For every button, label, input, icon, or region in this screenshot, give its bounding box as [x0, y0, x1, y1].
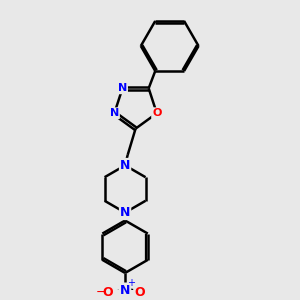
Text: +: + [127, 278, 135, 288]
Text: N: N [120, 206, 130, 219]
Text: O: O [134, 286, 145, 299]
Text: N: N [110, 108, 119, 118]
Text: O: O [152, 108, 161, 118]
Text: O: O [103, 286, 113, 299]
Text: N: N [120, 284, 130, 296]
Text: N: N [118, 83, 127, 93]
Text: −: − [95, 286, 106, 299]
Text: N: N [120, 159, 130, 172]
